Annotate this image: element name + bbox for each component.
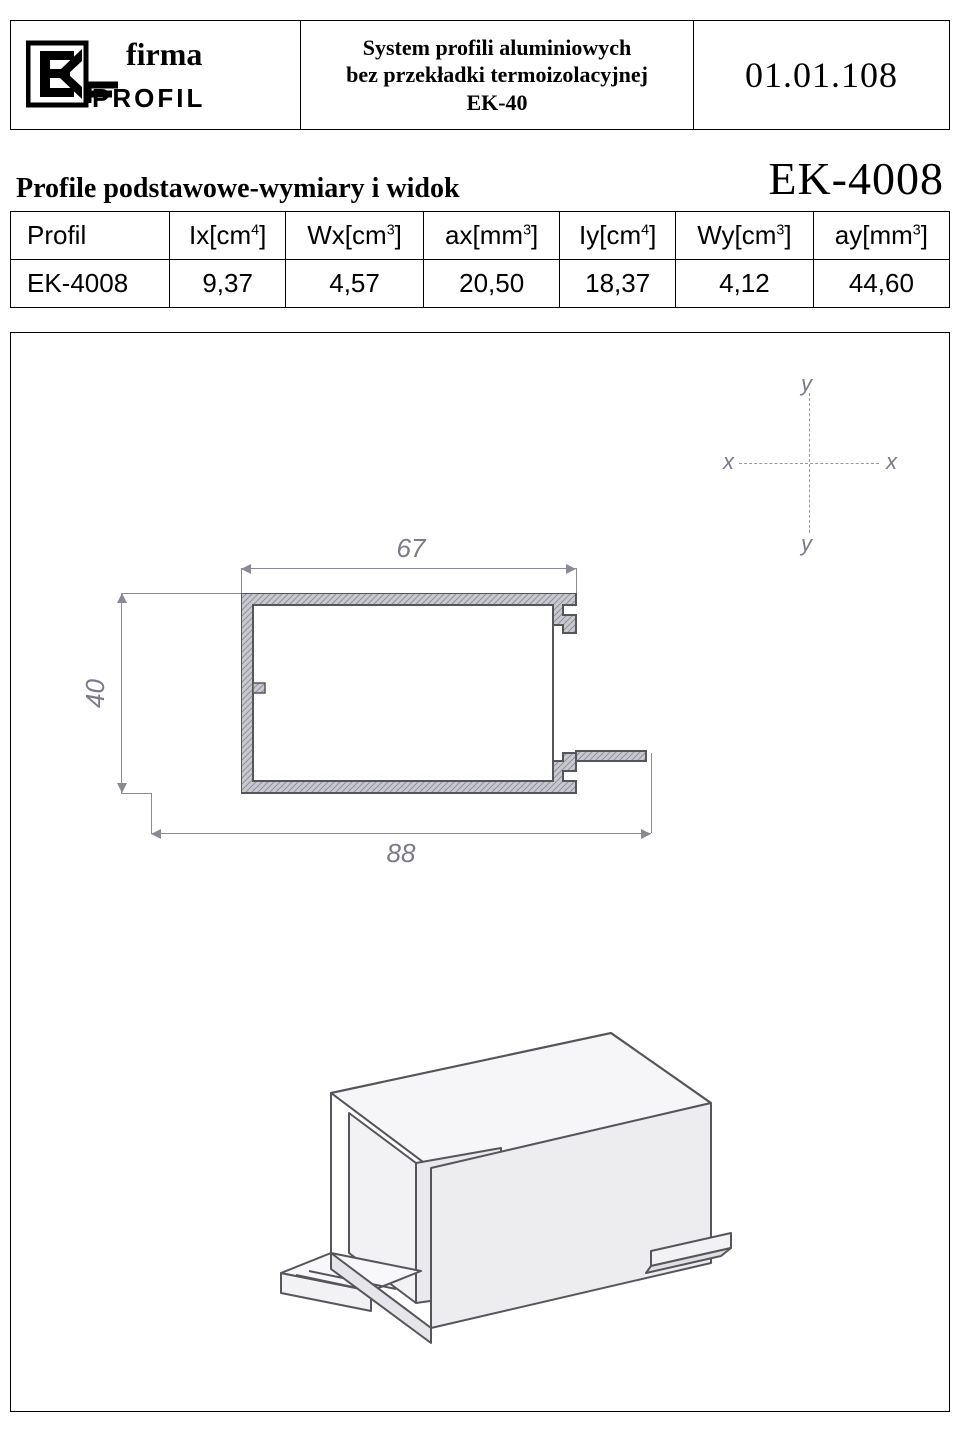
header-title-line1: System profili aluminiowych [363,34,632,62]
cell-wy: 4,12 [676,260,814,308]
profile-code: EK-4008 [768,152,944,205]
cell-profil: EK-4008 [11,260,170,308]
col-wy: Wy[cm3] [676,212,814,260]
dimline-88 [151,833,651,834]
cell-ay: 44,60 [813,260,949,308]
col-profil: Profil [11,212,170,260]
ek-profil-logo: firma PROFIL [26,35,286,115]
axis-legend: x x y y [739,393,879,533]
col-ix: Ix[cm4] [170,212,286,260]
properties-table: Profil Ix[cm4] Wx[cm3] ax[mm3] Iy[cm4] W… [10,211,950,308]
axis-x-left: x [723,449,734,475]
logo-cell: firma PROFIL [11,21,301,129]
drawing-frame: x x y y 67 40 88 [10,332,950,1412]
subtitle-row: Profile podstawowe-wymiary i widok EK-40… [10,152,950,211]
axis-y-top: y [801,371,812,397]
header-title-line2: bez przekładki termoizolacyjnej [346,61,648,89]
col-ay: ay[mm3] [813,212,949,260]
cell-wx: 4,57 [286,260,424,308]
doc-number: 01.01.108 [694,21,949,129]
cell-iy: 18,37 [560,260,676,308]
col-wx: Wx[cm3] [286,212,424,260]
dimline-40 [121,593,122,793]
header: firma PROFIL System profili aluminiowych… [10,20,950,130]
cell-ix: 9,37 [170,260,286,308]
axis-y-bottom: y [801,531,812,557]
header-title: System profili aluminiowych bez przekład… [301,21,694,129]
col-iy: Iy[cm4] [560,212,676,260]
dim-88: 88 [371,838,431,869]
dimline-67 [241,568,576,569]
table-row: EK-4008 9,37 4,57 20,50 18,37 4,12 44,60 [11,260,950,308]
svg-text:PROFIL: PROFIL [92,83,205,113]
section-title: Profile podstawowe-wymiary i widok [16,173,460,205]
header-title-line3: EK-40 [466,89,527,117]
profile-section-2d [241,593,701,818]
col-ax: ax[mm3] [424,212,560,260]
cell-ax: 20,50 [424,260,560,308]
logo-script-text: firma [126,36,202,72]
dim-67: 67 [381,533,441,564]
axis-x-right: x [886,449,897,475]
dim-40: 40 [80,679,111,708]
profile-isometric [221,973,741,1398]
